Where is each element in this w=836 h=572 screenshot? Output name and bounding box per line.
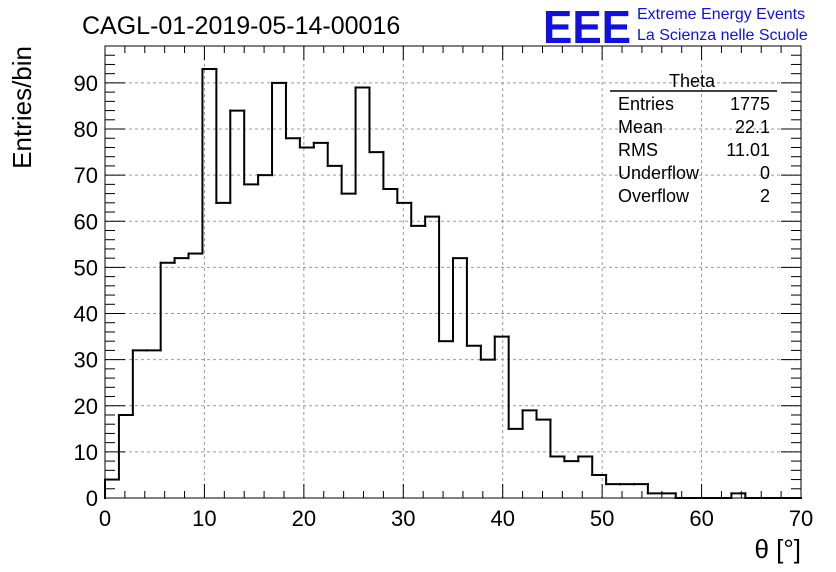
histogram-bin xyxy=(507,335,524,430)
x-tick-label: 40 xyxy=(490,506,514,531)
stats-row-value: 1775 xyxy=(730,94,770,114)
y-tick-label: 60 xyxy=(74,209,98,234)
histogram-bin xyxy=(312,141,329,149)
stats-box-title: Theta xyxy=(669,71,716,91)
stats-row-value: 0 xyxy=(760,163,770,183)
histogram-bin xyxy=(424,215,441,227)
eee-logo-mark: EEE xyxy=(543,1,631,53)
histogram-bin xyxy=(215,68,232,204)
stats-row-label: RMS xyxy=(618,140,658,160)
histogram-bin xyxy=(368,86,385,154)
stats-row-label: Overflow xyxy=(618,186,690,206)
histogram-bin xyxy=(479,344,496,361)
stats-row-value: 2 xyxy=(760,186,770,206)
eee-logo-line2: La Scienza nelle Scuole xyxy=(637,27,808,44)
x-tick-label: 30 xyxy=(391,506,415,531)
histogram-bin xyxy=(410,201,427,227)
histogram-bin xyxy=(257,174,274,186)
histogram-bin xyxy=(340,164,357,195)
stats-row-label: Entries xyxy=(618,94,674,114)
histogram-bin xyxy=(396,187,413,204)
x-axis-title: θ [°] xyxy=(754,534,801,564)
histogram-bin xyxy=(577,455,594,463)
histogram-bin xyxy=(243,109,260,186)
x-tick-label: 10 xyxy=(192,506,216,531)
y-axis-title: Entries/bin xyxy=(7,46,37,169)
y-tick-label: 10 xyxy=(74,440,98,465)
x-tick-label: 50 xyxy=(590,506,614,531)
histogram-bin xyxy=(159,261,176,352)
eee-logo-line1: Extreme Energy Events xyxy=(637,6,805,23)
histogram-bin xyxy=(271,81,287,177)
x-tick-label: 0 xyxy=(99,506,111,531)
stats-row-label: Mean xyxy=(618,117,663,137)
histogram-bin xyxy=(201,68,218,255)
y-tick-label: 50 xyxy=(74,255,98,280)
histogram-bin xyxy=(465,257,482,347)
histogram-bin xyxy=(605,473,622,486)
histogram-bin xyxy=(326,141,343,167)
stats-box: Theta Entries 1775 Mean 22.1 RMS 11.01 Underfl… xyxy=(610,71,777,206)
histogram-bin xyxy=(549,418,566,458)
histogram-bin xyxy=(535,409,552,421)
chart-title: CAGL-01-2019-05-14-00016 xyxy=(82,12,400,40)
histogram-bin xyxy=(298,137,315,149)
histogram-bin xyxy=(493,335,510,361)
histogram-bin xyxy=(117,413,134,481)
histogram-bin xyxy=(382,151,399,190)
histogram-bin xyxy=(730,492,747,499)
plot-frame xyxy=(104,45,802,499)
histogram-bin xyxy=(131,349,148,416)
histogram-bin xyxy=(284,81,301,140)
histogram-bin xyxy=(646,483,663,495)
histogram-bin xyxy=(591,455,608,476)
x-tick-label: 70 xyxy=(789,506,813,531)
y-tick-label: 0 xyxy=(86,486,98,511)
histogram-bin xyxy=(744,492,761,499)
histogram-bin xyxy=(173,257,190,264)
y-tick-label: 80 xyxy=(74,117,98,142)
eee-logo: EEE Extreme Energy Events La Scienza nel… xyxy=(543,1,808,53)
y-tick-label: 20 xyxy=(74,394,98,419)
y-tick-label: 40 xyxy=(74,302,98,327)
stats-row-label: Underflow xyxy=(618,163,700,183)
histogram-bin xyxy=(674,492,691,499)
stats-row-value: 11.01 xyxy=(726,140,770,160)
histogram-bin xyxy=(521,409,538,430)
histogram-bin xyxy=(187,252,204,260)
histogram-series xyxy=(104,68,802,499)
histogram-bin xyxy=(563,455,580,463)
x-tick-label: 60 xyxy=(689,506,713,531)
histogram-bin xyxy=(438,215,454,343)
y-tick-label: 70 xyxy=(74,163,98,188)
y-tick-label: 90 xyxy=(74,71,98,96)
histogram-bin xyxy=(354,86,371,195)
histogram-bin xyxy=(229,109,246,204)
x-tick-label: 20 xyxy=(292,506,316,531)
y-tick-label: 30 xyxy=(74,348,98,373)
histogram-bin xyxy=(452,257,468,343)
axis-ticks xyxy=(104,45,802,499)
stats-row-value: 22.1 xyxy=(735,117,770,137)
